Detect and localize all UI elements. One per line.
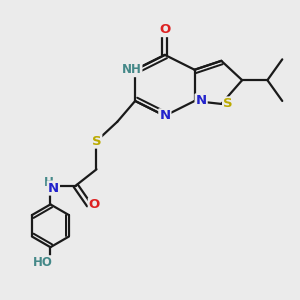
Text: S: S [223, 98, 233, 110]
Text: N: N [196, 94, 207, 107]
Text: H: H [44, 176, 54, 189]
Text: S: S [92, 135, 101, 148]
Text: HO: HO [33, 256, 53, 269]
Text: NH: NH [122, 63, 142, 76]
Text: N: N [159, 109, 170, 122]
Text: O: O [159, 23, 170, 36]
Text: O: O [89, 199, 100, 212]
Text: N: N [48, 182, 59, 194]
